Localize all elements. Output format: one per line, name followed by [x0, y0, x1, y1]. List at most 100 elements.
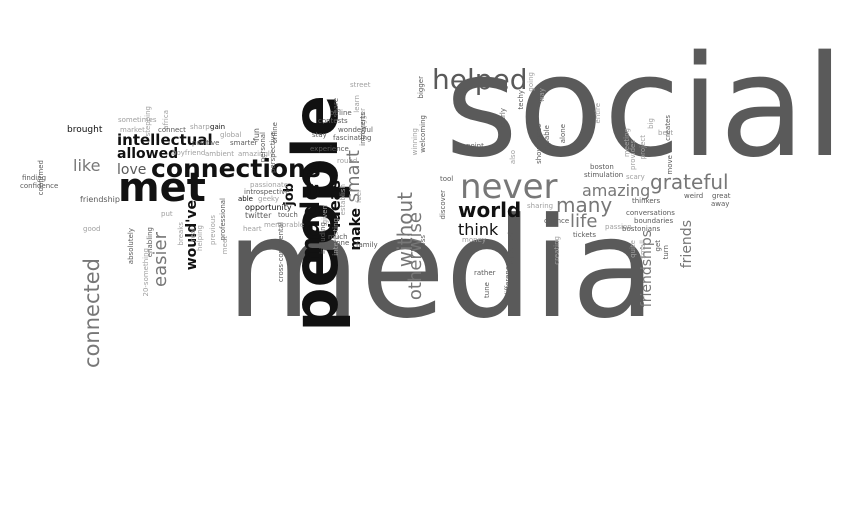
word-alone-2: alone [559, 124, 567, 144]
word-cross-continental: cross-continental [277, 222, 285, 283]
word-scary: scary [626, 173, 645, 181]
word-smarter: smarter [230, 139, 258, 147]
word-easier: easier [150, 232, 171, 287]
word-discover: discover [439, 190, 447, 220]
word-perspective: perspective [269, 132, 277, 174]
word-memorable: memorable [264, 221, 305, 229]
word-connect: connect [158, 126, 186, 134]
word-fascinating: fascinating [333, 134, 372, 142]
word-good: good [83, 225, 101, 233]
word-think: think [458, 220, 499, 239]
word-stepping: stepping [144, 106, 152, 137]
word-big: big [647, 118, 655, 129]
word-passion: passion [605, 223, 632, 231]
word-helped: helped [432, 63, 528, 96]
word-connected: connected [80, 258, 104, 368]
word-helping: helping [196, 225, 204, 251]
word-tool: tool [440, 175, 454, 183]
word-sharing: sharing [527, 202, 554, 210]
word-global: global [220, 131, 242, 139]
word-much: much [328, 233, 348, 241]
word-share: share [332, 98, 340, 118]
word-weird: weird [684, 192, 704, 200]
word-money: money [462, 236, 486, 244]
word-20something: 20-something [142, 248, 150, 297]
word-nearly: nearly [499, 108, 507, 130]
word-amazing: amazing [582, 181, 651, 200]
word-twitter: twitter [245, 211, 272, 220]
word-provides: provides [629, 140, 637, 170]
word-friends: friends [679, 220, 695, 269]
word-conversations: conversations [626, 209, 675, 217]
word-techy: techy [517, 90, 525, 110]
word-move: move [666, 155, 674, 175]
word-difference: difference [504, 262, 512, 298]
word-met: met [118, 165, 206, 211]
word-way: way [538, 88, 546, 103]
word-absolutely: absolutely [127, 228, 135, 265]
word-grateful: grateful [650, 170, 729, 194]
word-sometimes: sometimes [118, 116, 157, 124]
word-heart: heart [243, 225, 262, 233]
word-round: round [337, 157, 358, 165]
word-finding: finding [22, 174, 47, 182]
word-bostonians: bostonians [622, 225, 661, 233]
word-entire: entire [594, 103, 602, 124]
word-life: life [570, 211, 598, 232]
word-contests: contests [318, 117, 348, 125]
word-sharp: sharp [190, 123, 210, 131]
word-showing: showing [535, 135, 543, 164]
word-thinkers: thinkers [632, 197, 661, 205]
word-quite: quite [629, 240, 637, 258]
word-creates: creates [664, 115, 672, 141]
word-happened: happened [507, 232, 515, 268]
word-experience: experience [310, 145, 349, 153]
word-never: never [460, 167, 558, 207]
word-point: point [466, 142, 484, 150]
word-boyfriend: boyfriend [172, 149, 206, 157]
word-breaks: breaks [177, 222, 185, 246]
word-feel: feel [355, 190, 363, 204]
word-street: street [350, 81, 371, 89]
word-world: world [458, 198, 522, 222]
word-including: including [319, 222, 327, 254]
word-intellectual: intellectual [117, 131, 213, 149]
word-offline: offline [330, 109, 352, 117]
word-tickets: tickets [573, 231, 597, 239]
word-creating: creating [553, 236, 561, 265]
word-introverts: introverts [359, 112, 367, 146]
word-confidence: confidence [20, 182, 59, 190]
word-brought: brought [67, 125, 103, 135]
word-winning: winning [411, 128, 419, 156]
word-love: love [117, 162, 147, 178]
word-friendship: friendship [80, 195, 120, 204]
word-bigger: bigger [417, 76, 425, 99]
word-social: social [445, 26, 845, 189]
word-geeky: geeky [258, 195, 280, 203]
word-alone: alone [330, 239, 350, 247]
word-boundaries: boundaries [634, 217, 674, 225]
word-connections: connections [151, 154, 321, 183]
word-market: market [120, 126, 145, 134]
word-professional: professional [219, 198, 227, 241]
word-wonderful: wonderful [338, 126, 373, 134]
word-away: away [711, 200, 730, 208]
word-small: small [639, 240, 647, 259]
word-also: also [509, 150, 517, 165]
word-opportunity: opportunity [245, 203, 292, 212]
word-across: across [419, 235, 427, 258]
word-best: best [658, 129, 674, 137]
word-establish: establish [339, 184, 347, 216]
word-media: media [226, 188, 656, 349]
word-allowed: allowed [117, 146, 179, 162]
word-great: great [712, 192, 731, 200]
word-amazingly: amazingly [238, 150, 274, 158]
word-rather: rather [474, 269, 496, 277]
word-ambient: ambient [205, 150, 234, 158]
word-able: able [238, 195, 253, 203]
word-confirmed: confirmed [37, 160, 45, 196]
word-stay: stay [312, 131, 327, 139]
word-tune: tune [483, 282, 491, 298]
word-turn: turn [662, 245, 670, 260]
